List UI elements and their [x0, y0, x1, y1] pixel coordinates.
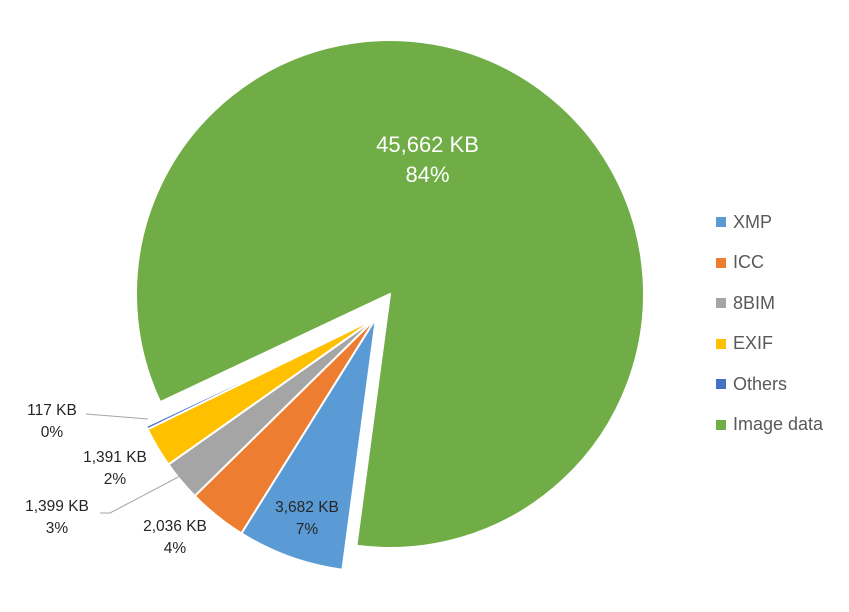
data-label-xmp: 3,682 KB 7%: [275, 499, 339, 538]
leader-line-8bim: [100, 474, 183, 514]
legend-swatch-icon: [716, 298, 726, 309]
pie-slice-xmp[interactable]: [240, 317, 377, 571]
legend-item-others[interactable]: Others: [716, 364, 823, 405]
legend-swatch-icon: [716, 419, 726, 430]
pie-slice-image-data[interactable]: [135, 39, 645, 549]
legend-swatch-icon: [716, 379, 726, 390]
data-label-exif: 1,391 KB 2%: [83, 449, 147, 488]
pie-slice-others[interactable]: [145, 317, 377, 431]
legend-item-icc[interactable]: ICC: [716, 243, 823, 284]
legend-item-exif[interactable]: EXIF: [716, 324, 823, 365]
legend-item-8bim[interactable]: 8BIM: [716, 283, 823, 324]
legend-item-image-data[interactable]: Image data: [716, 405, 823, 446]
legend-swatch-icon: [716, 338, 726, 349]
data-label-icc: 2,036 KB 4%: [143, 518, 207, 557]
data-label-8bim: 1,399 KB 3%: [25, 498, 89, 537]
legend-swatch-icon: [716, 217, 726, 228]
pie-slices: [135, 39, 645, 571]
leader-line-others: [85, 413, 149, 420]
leader-lines: [85, 413, 183, 514]
legend-swatch-icon: [716, 257, 726, 268]
legend-item-xmp[interactable]: XMP: [716, 202, 823, 243]
chart-legend: XMP ICC 8BIM EXIF Others Image data: [716, 202, 823, 445]
data-label-image-data: 45,662 KB 84%: [376, 132, 479, 187]
data-label-others: 117 KB 0%: [27, 402, 77, 441]
